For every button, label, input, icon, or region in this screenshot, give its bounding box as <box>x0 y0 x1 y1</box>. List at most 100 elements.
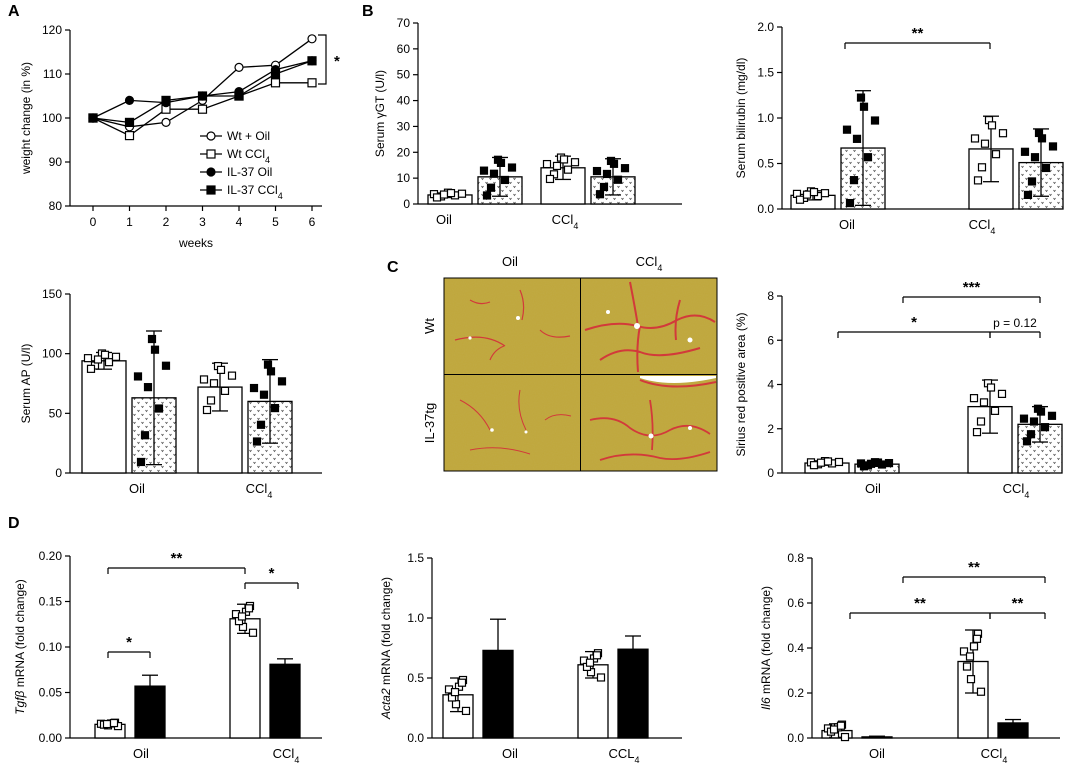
weight-legend-label: Wt CCl4 <box>227 147 270 165</box>
il6-data-point <box>962 662 972 671</box>
bilirubin-data-point <box>852 134 862 143</box>
tgfb-bar-2 <box>134 685 166 739</box>
ggt-data-point <box>507 163 517 172</box>
sirius-y-tick-label: 4 <box>767 378 774 392</box>
acta2-data-point <box>592 651 602 660</box>
ap-data-point <box>227 371 237 380</box>
bilirubin-data-point <box>1048 142 1058 151</box>
ap-data-point <box>111 352 121 361</box>
sirius-data-point <box>816 458 826 467</box>
ap-category-label: Oil <box>129 481 145 496</box>
sirius-data-point <box>823 457 833 466</box>
ggt-data-point <box>559 155 569 164</box>
sirius-data-point <box>884 458 894 468</box>
weight-point <box>88 113 98 123</box>
sirius-data-point <box>859 462 869 471</box>
sirius-category-text: Oil <box>865 481 881 496</box>
micro-image-wt-ccl4 <box>581 278 717 374</box>
weight-x-label: weeks <box>178 236 213 250</box>
bilirubin-data-point <box>980 139 990 148</box>
sirius-data-point <box>969 394 979 403</box>
weight-legend-label: Wt + Oil <box>227 129 270 143</box>
sirius-sig-label: p = 0.12 <box>993 316 1037 330</box>
bilirubin-category-text: Oil <box>839 217 855 232</box>
ap-y-tick-label: 150 <box>42 287 62 301</box>
il6-data-point <box>972 634 982 643</box>
acta2-data-point <box>457 678 467 687</box>
panel-label-d: D <box>8 515 20 532</box>
tgfb-bar-3 <box>229 618 261 739</box>
ap-data-point <box>270 403 280 413</box>
weight-legend-sub: 4 <box>265 155 270 165</box>
micro-col-ccl4: CCl4 <box>636 254 663 273</box>
il6-sig-label: ** <box>1012 595 1024 612</box>
ap-data-point <box>256 420 266 429</box>
il6-bar-2 <box>861 736 893 739</box>
sirius-data-point <box>1029 417 1039 426</box>
bilirubin-data-point <box>1037 134 1047 143</box>
sirius-data-point <box>990 406 1000 415</box>
ggt-category-sub: 4 <box>573 221 578 231</box>
ggt-y-tick-label: 70 <box>397 16 411 30</box>
il6-y-label-unit: mRNA (fold change) <box>759 586 773 697</box>
weight-x-tick-label: 6 <box>309 215 316 229</box>
il6-category-sub: 4 <box>1002 755 1007 765</box>
ap-category-sub: 4 <box>267 490 272 500</box>
il6-bar-4 <box>997 722 1029 739</box>
ap-data-point <box>100 350 110 359</box>
bilirubin-data-point <box>973 176 983 185</box>
weight-point <box>270 69 281 79</box>
weight-point <box>307 34 317 44</box>
bilirubin-data-point <box>987 121 997 130</box>
sirius-data-point <box>1026 430 1036 439</box>
ggt-data-point <box>446 188 456 198</box>
ggt-data-point <box>500 175 510 185</box>
sirius-data-point <box>873 458 883 467</box>
weight-sig-bracket <box>318 34 327 85</box>
acta2-mrna-chart: 0.0 0.5 1.0 1.5 Acta2 mRNA (fold change) Oil C… <box>379 551 682 765</box>
sirius-data-point <box>866 459 876 468</box>
weight-legend-text: Wt CCl <box>227 147 265 161</box>
il6-data-point <box>969 642 979 651</box>
il6-data-point <box>965 652 975 661</box>
bilirubin-data-point <box>998 129 1008 138</box>
il6-y-tick-label: 0.8 <box>787 551 804 565</box>
ggt-data-point <box>613 175 623 184</box>
ggt-data-point <box>457 189 467 198</box>
micro-row-il37: IL-37tg <box>422 403 437 443</box>
tgfb-sig-label: ** <box>171 550 183 567</box>
il6-y-tick-label: 0.6 <box>787 596 804 610</box>
il6-y-tick-label: 0.0 <box>787 731 804 745</box>
ap-data-point <box>86 364 96 373</box>
tgfb-y-tick-label: 0.20 <box>39 549 63 563</box>
weight-change-chart: 80 90 100 110 120 weight change (in %) 0 1 2 3 4 5 6… <box>19 23 340 250</box>
serum-ap-chart: 0 50 100 150 Serum AP (U/l) Oil CCl4 <box>19 287 322 500</box>
sirius-sig-label: * <box>911 314 917 331</box>
weight-point <box>161 117 171 128</box>
bilirubin-data-point <box>809 187 819 197</box>
bilirubin-category-text: CCl <box>969 217 991 232</box>
sirius-y-label: Sirius red positive area (%) <box>734 312 748 456</box>
sirius-y-tick-label: 8 <box>767 289 774 303</box>
ggt-data-point <box>545 174 555 184</box>
acta2-y-tick-label: 0.0 <box>407 731 424 745</box>
ggt-data-point <box>542 159 552 169</box>
acta2-y-label: Acta2 mRNA (fold change) <box>379 577 393 720</box>
il6-category-label: Oil <box>869 746 885 761</box>
bilirubin-y-tick-label: 0.5 <box>757 157 774 171</box>
bilirubin-data-point <box>849 176 859 185</box>
acta2-bar-4 <box>617 648 649 739</box>
ggt-category-text: CCl <box>552 212 574 227</box>
acta2-data-point <box>596 673 606 682</box>
ap-data-point <box>263 360 273 369</box>
sirius-data-point <box>834 457 844 467</box>
ggt-y-tick-label: 60 <box>397 42 411 56</box>
ap-y-tick-label: 50 <box>49 406 63 420</box>
sirius-data-point <box>1022 437 1032 446</box>
il6-category-text: CCl <box>981 746 1003 761</box>
tgfb-data-point <box>248 628 258 637</box>
bilirubin-data-point <box>1020 147 1030 156</box>
weight-point <box>124 117 135 128</box>
il6-sig-label: ** <box>914 595 926 612</box>
